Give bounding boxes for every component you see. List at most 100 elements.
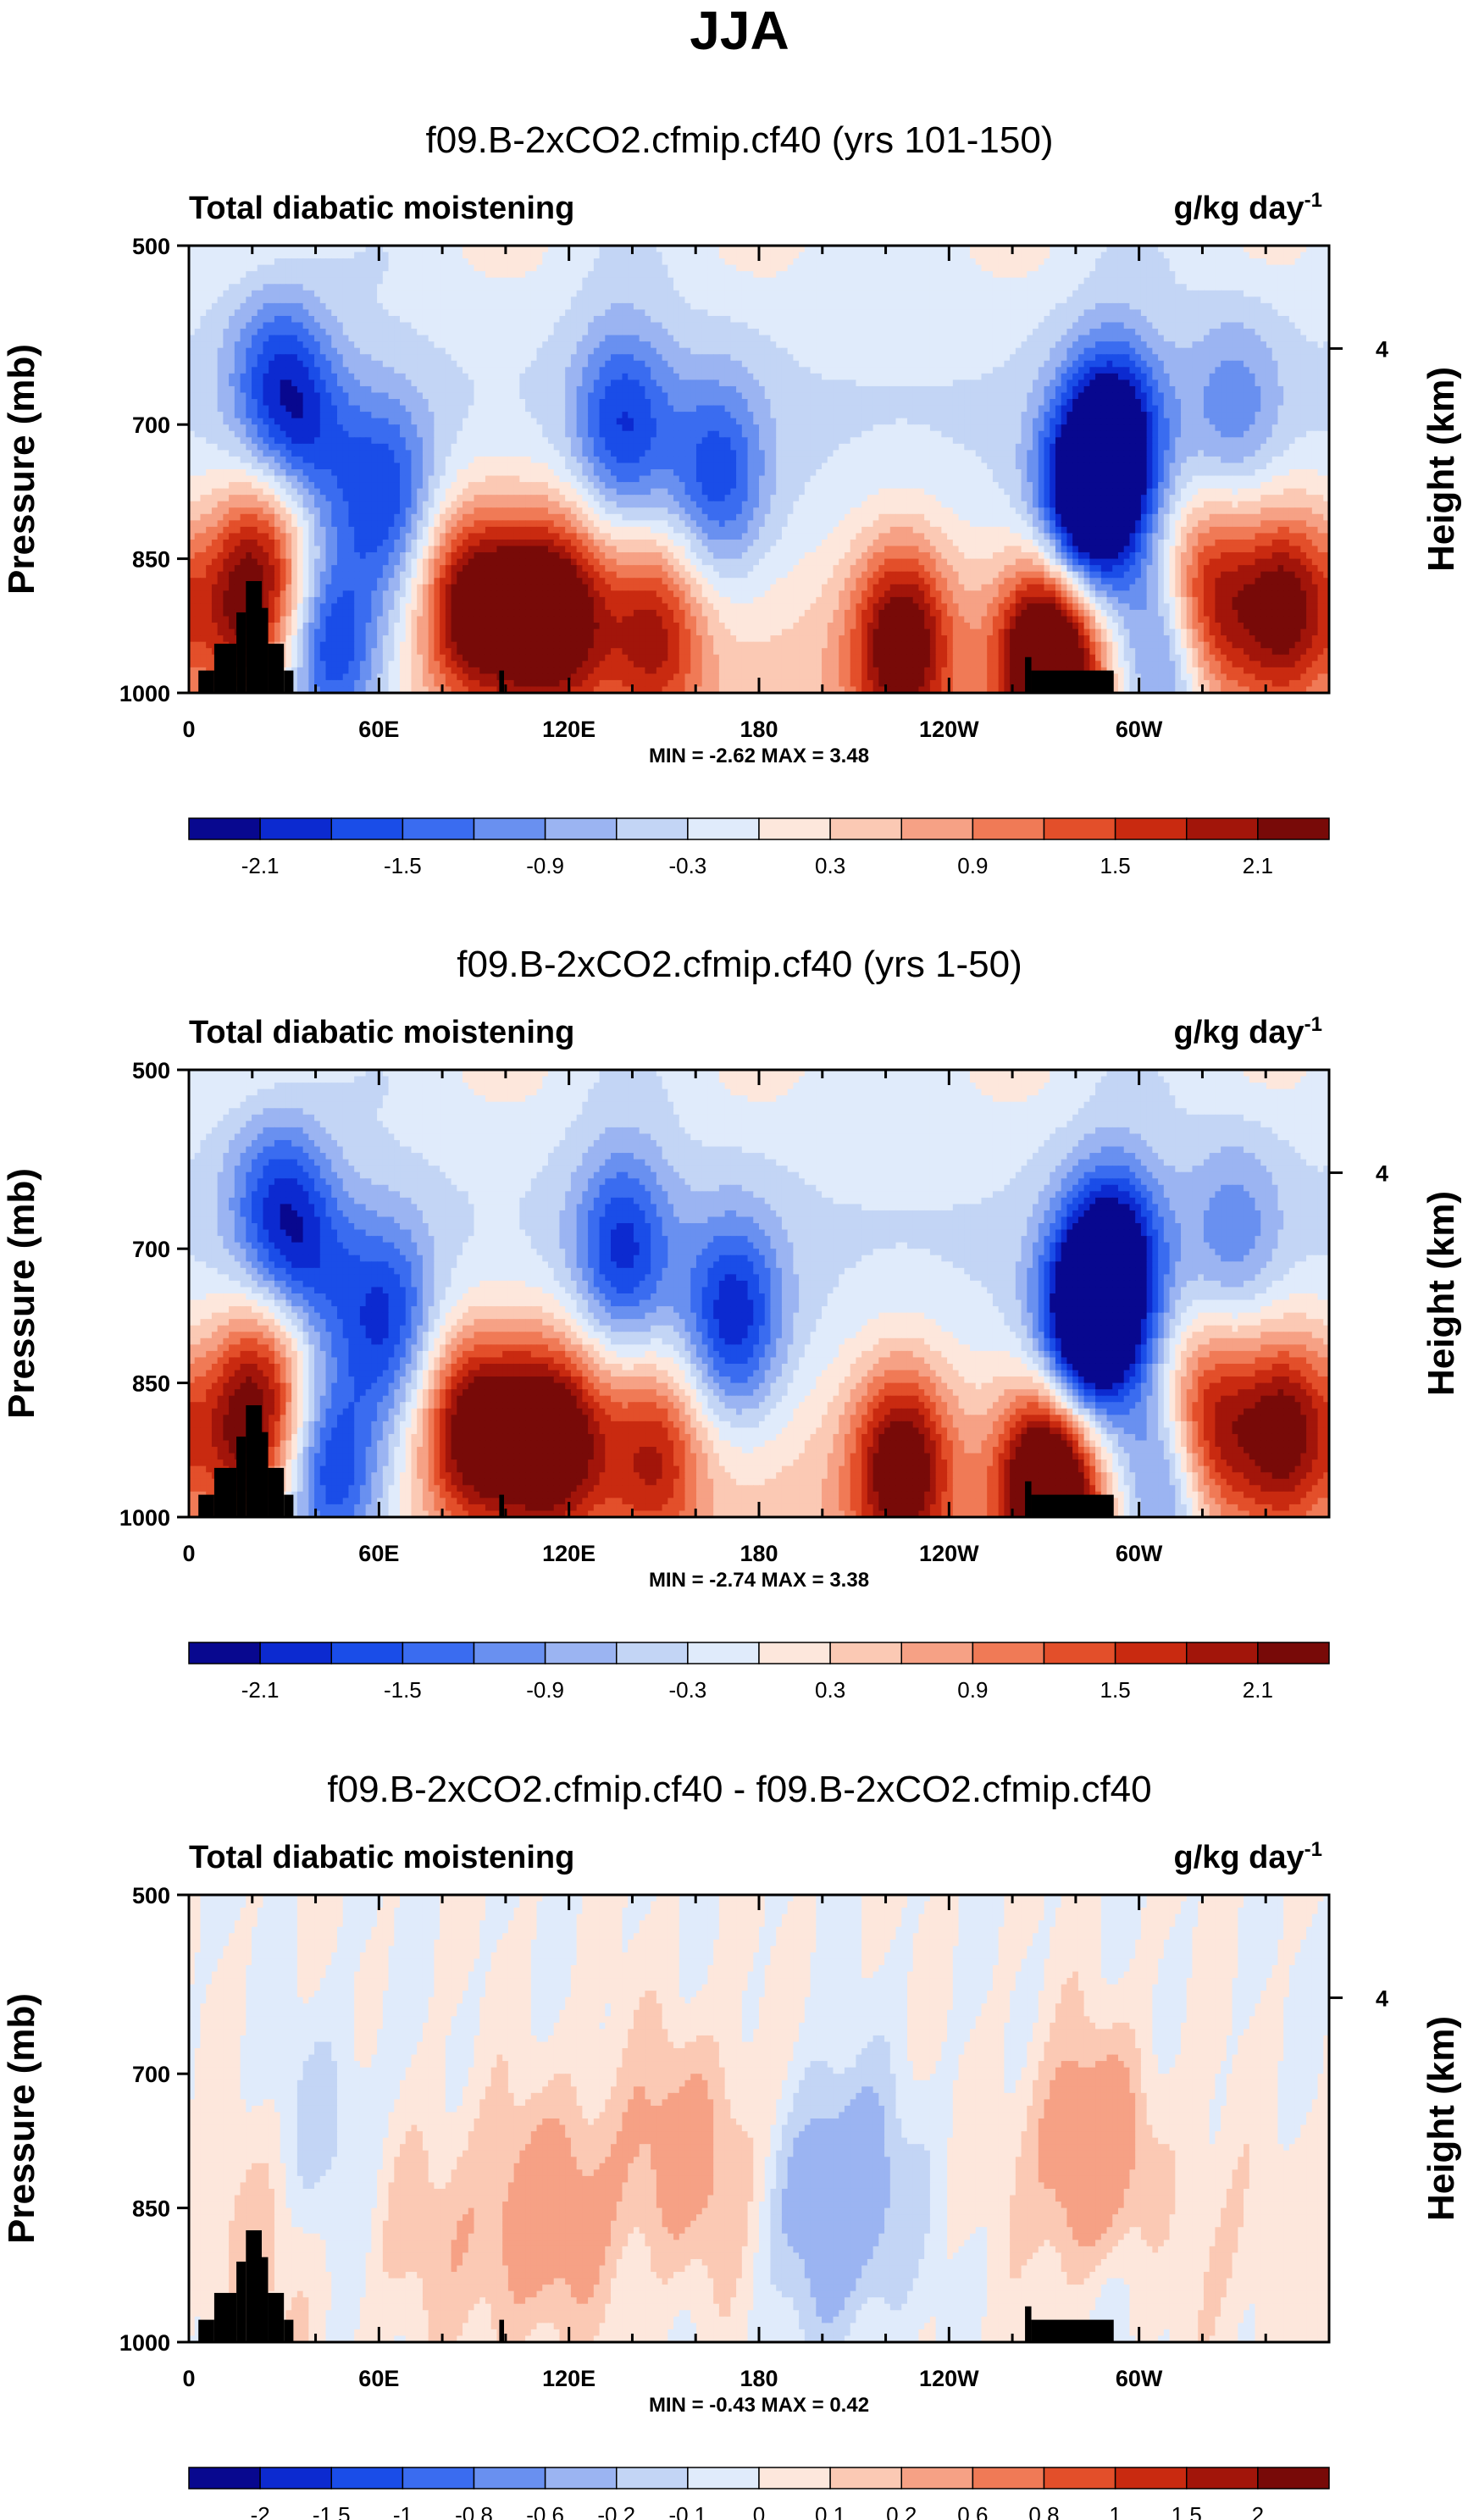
field-cell	[1170, 271, 1176, 278]
field-cell	[970, 252, 976, 259]
field-cell	[776, 271, 782, 278]
field-cell	[1266, 271, 1272, 278]
field-cell	[229, 278, 235, 285]
field-cell	[542, 265, 548, 272]
field-cell	[457, 252, 463, 259]
field-cell	[1124, 258, 1130, 265]
field-cell	[1112, 258, 1118, 265]
field-cell	[1283, 258, 1289, 265]
field-cell	[1318, 258, 1324, 265]
field-cell	[993, 258, 999, 265]
field-cell	[1089, 258, 1095, 265]
field-cell	[861, 252, 867, 259]
field-cell	[383, 265, 389, 272]
field-cell	[1147, 271, 1153, 278]
field-cell	[719, 271, 725, 278]
field-cell	[348, 271, 354, 278]
field-cell	[850, 258, 856, 265]
field-cell	[463, 265, 468, 272]
field-cell	[565, 271, 571, 278]
field-cell	[1152, 271, 1158, 278]
field-cell	[1129, 252, 1135, 259]
field-cell	[371, 271, 377, 278]
field-cell	[206, 265, 212, 272]
field-cell	[622, 252, 628, 259]
field-cell	[890, 271, 896, 278]
field-cell	[839, 271, 845, 278]
field-cell	[1187, 252, 1193, 259]
field-cell	[799, 258, 805, 265]
field-cell	[1118, 252, 1124, 259]
field-cell	[748, 265, 754, 272]
field-cell	[1295, 252, 1301, 259]
field-cell	[1289, 252, 1295, 259]
field-cell	[1089, 271, 1095, 278]
field-cell	[588, 258, 594, 265]
field-cell	[1027, 265, 1033, 272]
field-cell	[269, 258, 274, 265]
field-cell	[776, 265, 782, 272]
field-cell	[1158, 252, 1164, 259]
field-cell	[411, 258, 417, 265]
field-cell	[326, 278, 332, 285]
units-exponent: -1	[1305, 189, 1322, 212]
field-cell	[320, 252, 326, 259]
field-cell	[514, 258, 520, 265]
field-cell	[1141, 258, 1147, 265]
field-cell	[805, 271, 811, 278]
field-cell	[303, 271, 309, 278]
field-cell	[241, 271, 246, 278]
field-cell	[400, 271, 406, 278]
field-cell	[1318, 265, 1324, 272]
field-cell	[394, 265, 400, 272]
field-cell	[223, 278, 229, 285]
field-cell	[713, 271, 719, 278]
field-cell	[377, 278, 383, 285]
field-cell	[611, 252, 617, 259]
field-cell	[673, 258, 679, 265]
field-cell	[496, 258, 502, 265]
field-cell	[930, 271, 936, 278]
field-cell	[195, 258, 201, 265]
field-cell	[212, 252, 218, 259]
field-cell	[366, 265, 372, 272]
figure-title: JJA	[690, 0, 789, 61]
panel-1: f09.B-2xCO2.cfmip.cf40 (yrs 101-150)Tota…	[1, 119, 1462, 878]
field-cell	[1039, 258, 1044, 265]
field-cell	[816, 271, 822, 278]
field-cell	[394, 258, 400, 265]
field-cell	[366, 252, 372, 259]
field-cell	[605, 252, 611, 259]
field-cell	[343, 265, 349, 272]
field-cell	[770, 265, 776, 272]
field-cell	[354, 271, 360, 278]
field-cell	[297, 265, 303, 272]
field-cell	[690, 258, 696, 265]
field-cell	[223, 252, 229, 259]
field-cell	[212, 278, 218, 285]
field-cell	[383, 271, 389, 278]
field-cell	[1255, 258, 1261, 265]
field-cell	[308, 271, 314, 278]
field-cell	[1198, 265, 1204, 272]
field-cell	[434, 252, 440, 259]
field-cell	[1238, 265, 1244, 272]
field-cell	[331, 265, 337, 272]
field-cell	[987, 258, 993, 265]
field-cell	[707, 252, 713, 259]
field-cell	[981, 258, 987, 265]
field-cell	[736, 265, 742, 272]
field-cell	[320, 265, 326, 272]
field-cell	[1300, 265, 1306, 272]
field-cell	[200, 252, 206, 259]
field-cell	[953, 265, 959, 272]
field-cell	[936, 265, 942, 272]
field-cell	[577, 252, 583, 259]
field-cell	[725, 265, 731, 272]
field-cell	[634, 252, 640, 259]
field-cell	[1112, 271, 1118, 278]
field-cell	[200, 278, 206, 285]
field-cell	[1039, 265, 1044, 272]
field-cell	[308, 258, 314, 265]
field-cell	[1061, 265, 1067, 272]
